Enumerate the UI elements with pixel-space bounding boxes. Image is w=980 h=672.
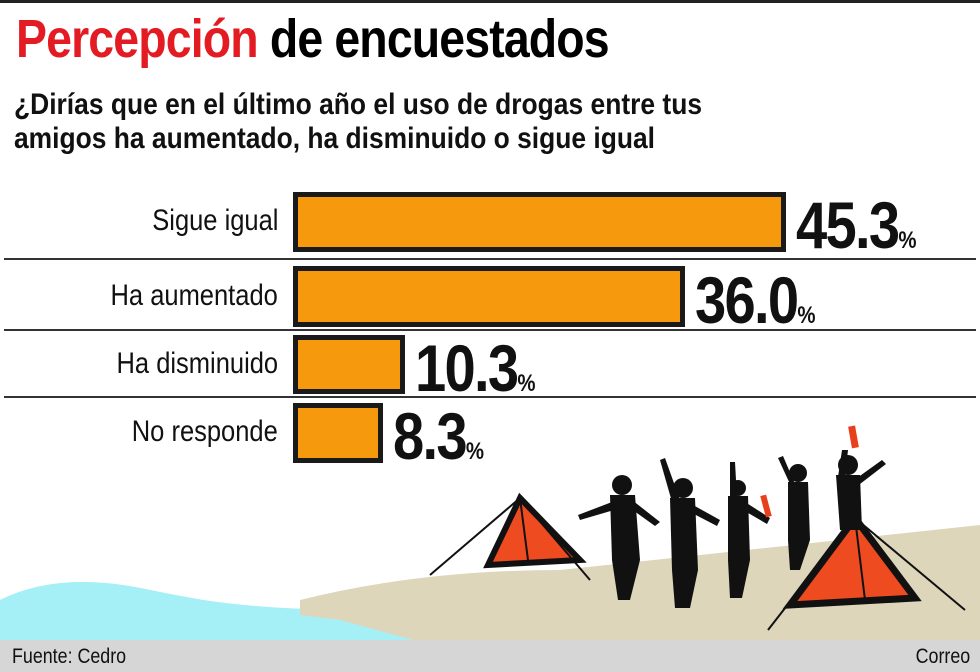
subtitle-line-2: amigos ha aumentado, ha disminuido o sig… [14,122,656,155]
category-label: Sigue igual [151,204,278,237]
percent-sign: % [466,438,485,465]
credit-label: Correo [915,645,970,668]
category-label: Ha disminuido [116,346,278,380]
row-divider [4,258,976,260]
bottle-icon [760,425,859,518]
percent-sign: % [898,227,917,254]
chart-subtitle: ¿Dirías que en el último año el uso de d… [14,88,702,156]
bar [293,335,406,394]
category-label: Ha aumentado [110,278,278,312]
source-label: Fuente: Cedro [12,645,127,668]
value-label: 10.3% [415,335,536,401]
footer-bar: Fuente: Cedro Correo [0,640,980,672]
dancing-people-silhouettes [578,450,886,608]
title-rest: de encuestados [269,9,610,69]
value-number: 8.3 [393,399,468,473]
value-number: 45.3 [796,188,900,262]
value-number: 10.3 [415,330,519,405]
chart-title: Percepción de encuestados [16,9,610,69]
value-number: 36.0 [694,262,799,337]
row-divider [4,396,976,398]
bar [293,266,685,327]
bar [293,192,786,252]
value-label: 8.3% [393,403,484,469]
bar [293,403,384,463]
percent-sign: % [517,369,536,397]
category-label: No responde [131,415,278,448]
value-label: 36.0% [695,267,816,333]
row-divider [4,329,976,331]
top-rule [0,0,980,3]
subtitle-line-1: ¿Dirías que en el último año el uso de d… [14,88,703,121]
sand-shape [300,525,980,642]
tent-icon [767,512,966,631]
value-label: 45.3% [796,192,917,258]
title-highlight: Percepción [16,9,259,69]
percent-sign: % [797,301,816,329]
tent-icon [429,492,591,581]
beach-camping-illustration [0,425,980,642]
